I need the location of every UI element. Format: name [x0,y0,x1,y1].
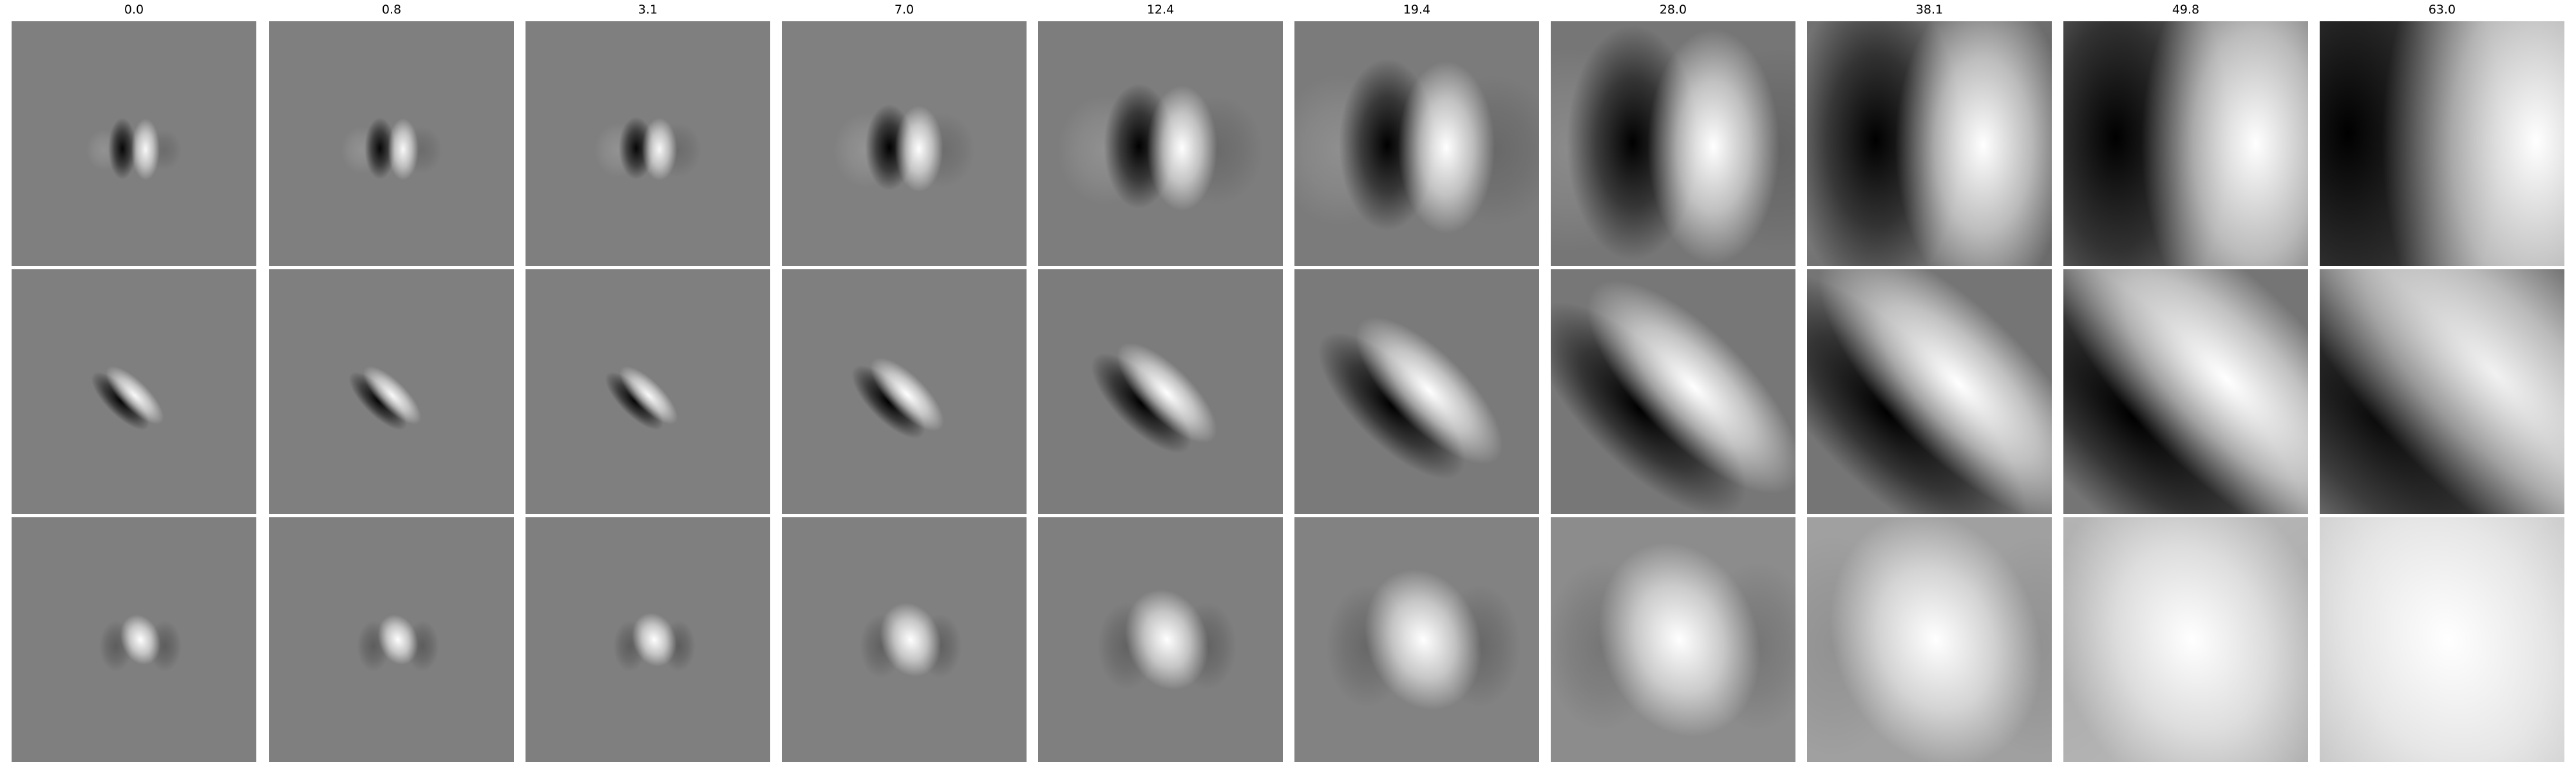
image-panel [1551,269,1795,514]
filter-image [1551,517,1795,762]
column-title: 28.0 [1551,3,1795,17]
image-panel [269,269,514,514]
bright-lobe [1398,61,1495,234]
column-title: 63.0 [2320,3,2564,17]
image-panel [2063,517,2308,762]
filter-image [1038,269,1283,514]
column-title: 12.4 [1038,3,1283,17]
filter-image [2320,269,2564,514]
filter-image [1038,517,1283,762]
image-panel [526,517,770,762]
image-panel [12,21,256,266]
filter-image [1294,517,1539,762]
bright-lobe [131,119,160,180]
column-title: 38.1 [1807,3,2052,17]
filter-image [2063,517,2308,762]
filter-image [2320,21,2564,266]
bright-lobe [1895,21,2052,266]
bright-center [2063,517,2308,762]
bright-lobe [2382,21,2564,266]
image-panel [1807,21,2052,266]
image-panel [12,517,256,762]
bright-lobe [642,118,677,180]
column-title: 0.0 [12,3,256,17]
image-panel [1038,269,1283,514]
image-panel [2063,21,2308,266]
bright-lobe [1147,86,1217,211]
image-panel [12,269,256,514]
filter-image [1551,269,1795,514]
image-panel [1294,269,1539,514]
image-panel [1294,21,1539,266]
image-panel [2320,21,2564,266]
column-title: 49.8 [2063,3,2308,17]
filter-image [782,21,1027,266]
filter-image [1807,269,2052,514]
filter-image [1294,269,1539,514]
image-panel [2063,269,2308,514]
image-panel [1551,517,1795,762]
filter-image [12,269,256,514]
image-panel [1807,269,2052,514]
filter-image [2320,517,2564,762]
filter-image [1807,517,2052,762]
filter-image [782,517,1027,762]
filter-image [1807,21,2052,266]
image-panel [526,269,770,514]
filter-image [526,21,770,266]
image-panel [526,21,770,266]
filter-image [526,517,770,762]
filter-image [269,517,514,762]
image-panel [1294,517,1539,762]
bright-lobe [1647,29,1779,264]
image-panel [2320,269,2564,514]
filter-image [12,517,256,762]
column-title: 3.1 [526,3,770,17]
image-panel [1807,517,2052,762]
filter-image [1294,21,1539,266]
filter-image [1551,21,1795,266]
column-title: 7.0 [782,3,1027,17]
image-panel [782,21,1027,266]
column-title: 19.4 [1294,3,1539,17]
filter-image [2063,21,2308,266]
filter-image [526,269,770,514]
filter-image [269,269,514,514]
filter-image [1038,21,1283,266]
bright-lobe [895,106,943,192]
filter-image [269,21,514,266]
image-panel [269,21,514,266]
bright-center [2320,517,2564,762]
image-panel [2320,517,2564,762]
image-panel [782,517,1027,762]
image-panel [782,269,1027,514]
image-panel [1038,517,1283,762]
bright-lobe [2141,21,2308,266]
image-panel [1551,21,1795,266]
bright-lobe [388,119,419,180]
filter-image [782,269,1027,514]
image-panel [269,517,514,762]
filter-image [2063,269,2308,514]
filter-image [12,21,256,266]
column-title: 0.8 [269,3,514,17]
image-panel [1038,21,1283,266]
